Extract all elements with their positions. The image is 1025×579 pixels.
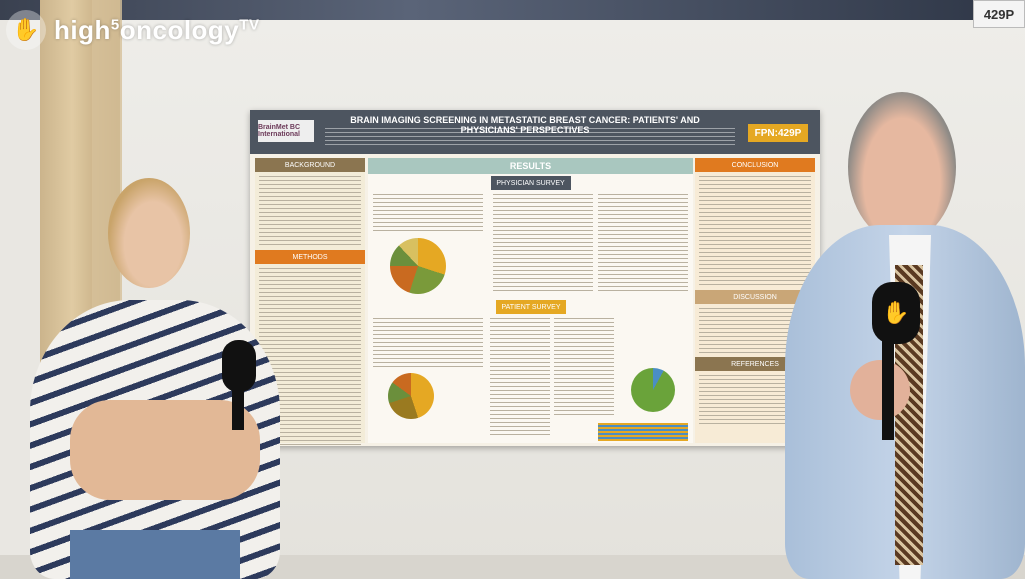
hand-logo-icon: ✋ bbox=[6, 10, 46, 50]
section-results: RESULTS bbox=[368, 158, 693, 174]
text-block bbox=[373, 318, 483, 368]
man-head bbox=[848, 92, 956, 242]
booth-number-sign: 429P bbox=[973, 0, 1025, 28]
poster-logo: BrainMet BC International bbox=[258, 120, 314, 142]
woman-head bbox=[108, 178, 190, 288]
hand bbox=[850, 360, 910, 420]
jeans bbox=[70, 530, 240, 579]
section-conclusion: CONCLUSION bbox=[695, 158, 815, 172]
text-block bbox=[373, 194, 483, 234]
poster-authors bbox=[325, 128, 735, 148]
crossed-arms bbox=[70, 400, 260, 500]
scientific-poster: BrainMet BC International BRAIN IMAGING … bbox=[250, 110, 820, 448]
poster-header: BrainMet BC International BRAIN IMAGING … bbox=[250, 110, 820, 154]
brand-text: oncology bbox=[119, 14, 240, 45]
data-table bbox=[490, 318, 550, 438]
text-block bbox=[554, 318, 614, 418]
text-block bbox=[699, 176, 811, 286]
bar-chart bbox=[598, 423, 688, 441]
pie-chart bbox=[631, 368, 675, 412]
microphone: ✋ bbox=[872, 282, 920, 344]
poster-badge: FPN:429P bbox=[748, 124, 808, 142]
poster-title: BRAIN IMAGING SCREENING IN METASTATIC BR… bbox=[350, 115, 700, 135]
brand-wordmark: high5oncologyTV bbox=[54, 15, 259, 46]
microphone-handle bbox=[882, 340, 894, 440]
section-discussion: DISCUSSION bbox=[695, 290, 815, 304]
pie-chart bbox=[390, 238, 446, 294]
section-background: BACKGROUND bbox=[255, 158, 365, 172]
microphone bbox=[222, 340, 256, 392]
section-physician-survey: PHYSICIAN SURVEY bbox=[490, 176, 571, 190]
microphone-handle bbox=[232, 390, 244, 430]
ceiling-banner bbox=[0, 0, 1025, 20]
text-block bbox=[259, 176, 361, 246]
text-block bbox=[493, 194, 593, 294]
section-methods: METHODS bbox=[255, 250, 365, 264]
poster-results-column: RESULTS PHYSICIAN SURVEY PATIENT SURVEY bbox=[368, 158, 693, 443]
brand-text: high bbox=[54, 14, 111, 45]
brand-sup: 5 bbox=[110, 15, 120, 33]
poster-left-column: BACKGROUND METHODS bbox=[255, 158, 365, 448]
brand-tv: TV bbox=[239, 15, 260, 33]
section-patient-survey: PATIENT SURVEY bbox=[496, 300, 566, 314]
pie-chart bbox=[388, 373, 434, 419]
data-table bbox=[598, 194, 688, 294]
high5oncology-tv-logo: ✋ high5oncologyTV bbox=[6, 10, 259, 50]
